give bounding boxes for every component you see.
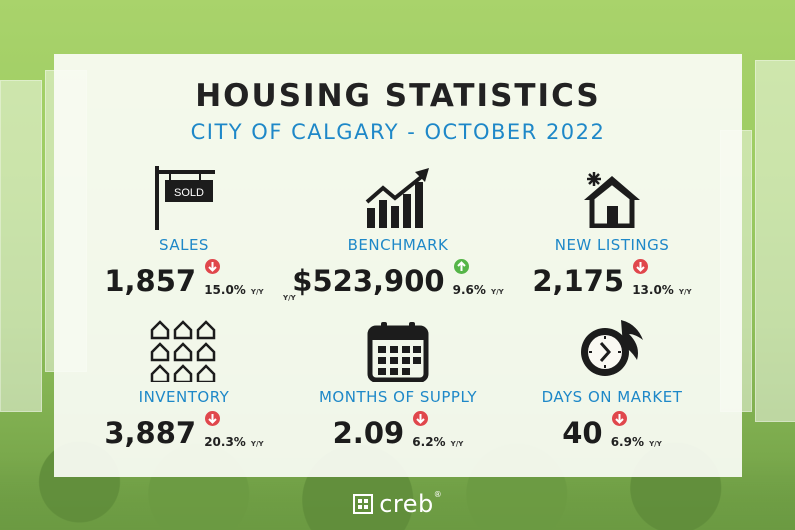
- stat-value: 2.09: [332, 416, 405, 450]
- rising-chart-icon: [363, 168, 433, 234]
- stat-change-percent: 20.3%: [204, 435, 246, 449]
- stat-value-line: 1,857 15.0% Y/Y: [69, 259, 299, 298]
- stat-change: 20.3% Y/Y: [204, 411, 264, 450]
- stat-value-line: $523,900 9.6% Y/Y: [283, 259, 513, 298]
- stat-change: 15.0% Y/Y: [204, 259, 264, 298]
- stat-change-unit: Y/Y: [649, 440, 662, 448]
- stat-label: SALES: [159, 236, 209, 254]
- houses-grid-icon: [149, 318, 219, 386]
- down-arrow-icon: [611, 411, 627, 426]
- page-title: HOUSING STATISTICS: [195, 78, 601, 114]
- stat-change-percent: 6.2%: [412, 435, 446, 449]
- stat-change: 13.0% Y/Y: [632, 259, 692, 298]
- down-arrow-icon: [205, 259, 221, 274]
- stat-extra-unit: Y/Y: [283, 294, 296, 302]
- sold-sign-icon: SOLD: [149, 164, 219, 236]
- registered-mark: ®: [433, 490, 442, 499]
- new-house-icon: [580, 170, 644, 232]
- down-arrow-icon: [413, 411, 429, 426]
- stat-value: 40: [562, 416, 603, 450]
- stat-change-unit: Y/Y: [250, 440, 264, 448]
- svg-text:SOLD: SOLD: [174, 187, 204, 199]
- stat-change-percent: 6.9%: [610, 435, 644, 449]
- page-subtitle: CITY OF CALGARY - OCTOBER 2022: [190, 120, 606, 144]
- stat-sales: SOLD SALES 1,857 15.0% Y/Y: [69, 164, 299, 304]
- stat-change-unit: Y/Y: [250, 288, 264, 296]
- logo-text: creb: [379, 490, 434, 518]
- calendar-icon: [367, 320, 429, 386]
- stat-change-unit: Y/Y: [678, 288, 692, 296]
- fast-clock-icon: [577, 316, 647, 386]
- stat-change: 6.9% Y/Y: [610, 411, 662, 450]
- up-arrow-icon: [453, 259, 469, 274]
- stat-label: MONTHS OF SUPPLY: [318, 388, 478, 406]
- stat-value-line: 2.09 6.2% Y/Y: [283, 411, 513, 450]
- stat-value: $523,900: [292, 264, 445, 298]
- stat-value-line: 40 6.9% Y/Y: [497, 411, 727, 450]
- stat-value: 3,887: [104, 416, 197, 450]
- stats-panel: HOUSING STATISTICS CITY OF CALGARY - OCT…: [54, 54, 742, 477]
- stat-change: 9.6% Y/Y: [452, 259, 504, 298]
- stat-label: INVENTORY: [138, 388, 230, 406]
- stat-change-percent: 9.6%: [452, 283, 486, 297]
- stat-inventory: INVENTORY 3,887 20.3% Y/Y: [69, 316, 299, 456]
- stat-change-unit: Y/Y: [450, 440, 464, 448]
- stat-days-on-market: DAYS ON MARKET 40 6.9% Y/Y: [497, 316, 727, 456]
- stat-value: 2,175: [532, 264, 625, 298]
- stat-change-percent: 13.0%: [632, 283, 674, 297]
- stat-value-line: 3,887 20.3% Y/Y: [69, 411, 299, 450]
- down-arrow-icon: [205, 411, 221, 426]
- creb-logo-icon: [353, 494, 374, 514]
- stat-months-of-supply: MONTHS OF SUPPLY 2.09 6.2% Y/Y: [283, 316, 513, 456]
- stat-label: DAYS ON MARKET: [541, 388, 683, 406]
- down-arrow-icon: [633, 259, 649, 274]
- stat-benchmark: BENCHMARK $523,900 9.6% Y/Y: [283, 164, 513, 304]
- stat-new-listings: NEW LISTINGS 2,175 13.0% Y/Y: [497, 164, 727, 304]
- stat-value-line: 2,175 13.0% Y/Y: [497, 259, 727, 298]
- creb-logo: creb®: [0, 490, 795, 518]
- stat-change-percent: 15.0%: [204, 283, 246, 297]
- stat-label: NEW LISTINGS: [554, 236, 670, 254]
- stat-change: 6.2% Y/Y: [412, 411, 464, 450]
- stat-change-unit: Y/Y: [491, 288, 504, 296]
- stat-label: BENCHMARK: [347, 236, 449, 254]
- stat-value: 1,857: [104, 264, 197, 298]
